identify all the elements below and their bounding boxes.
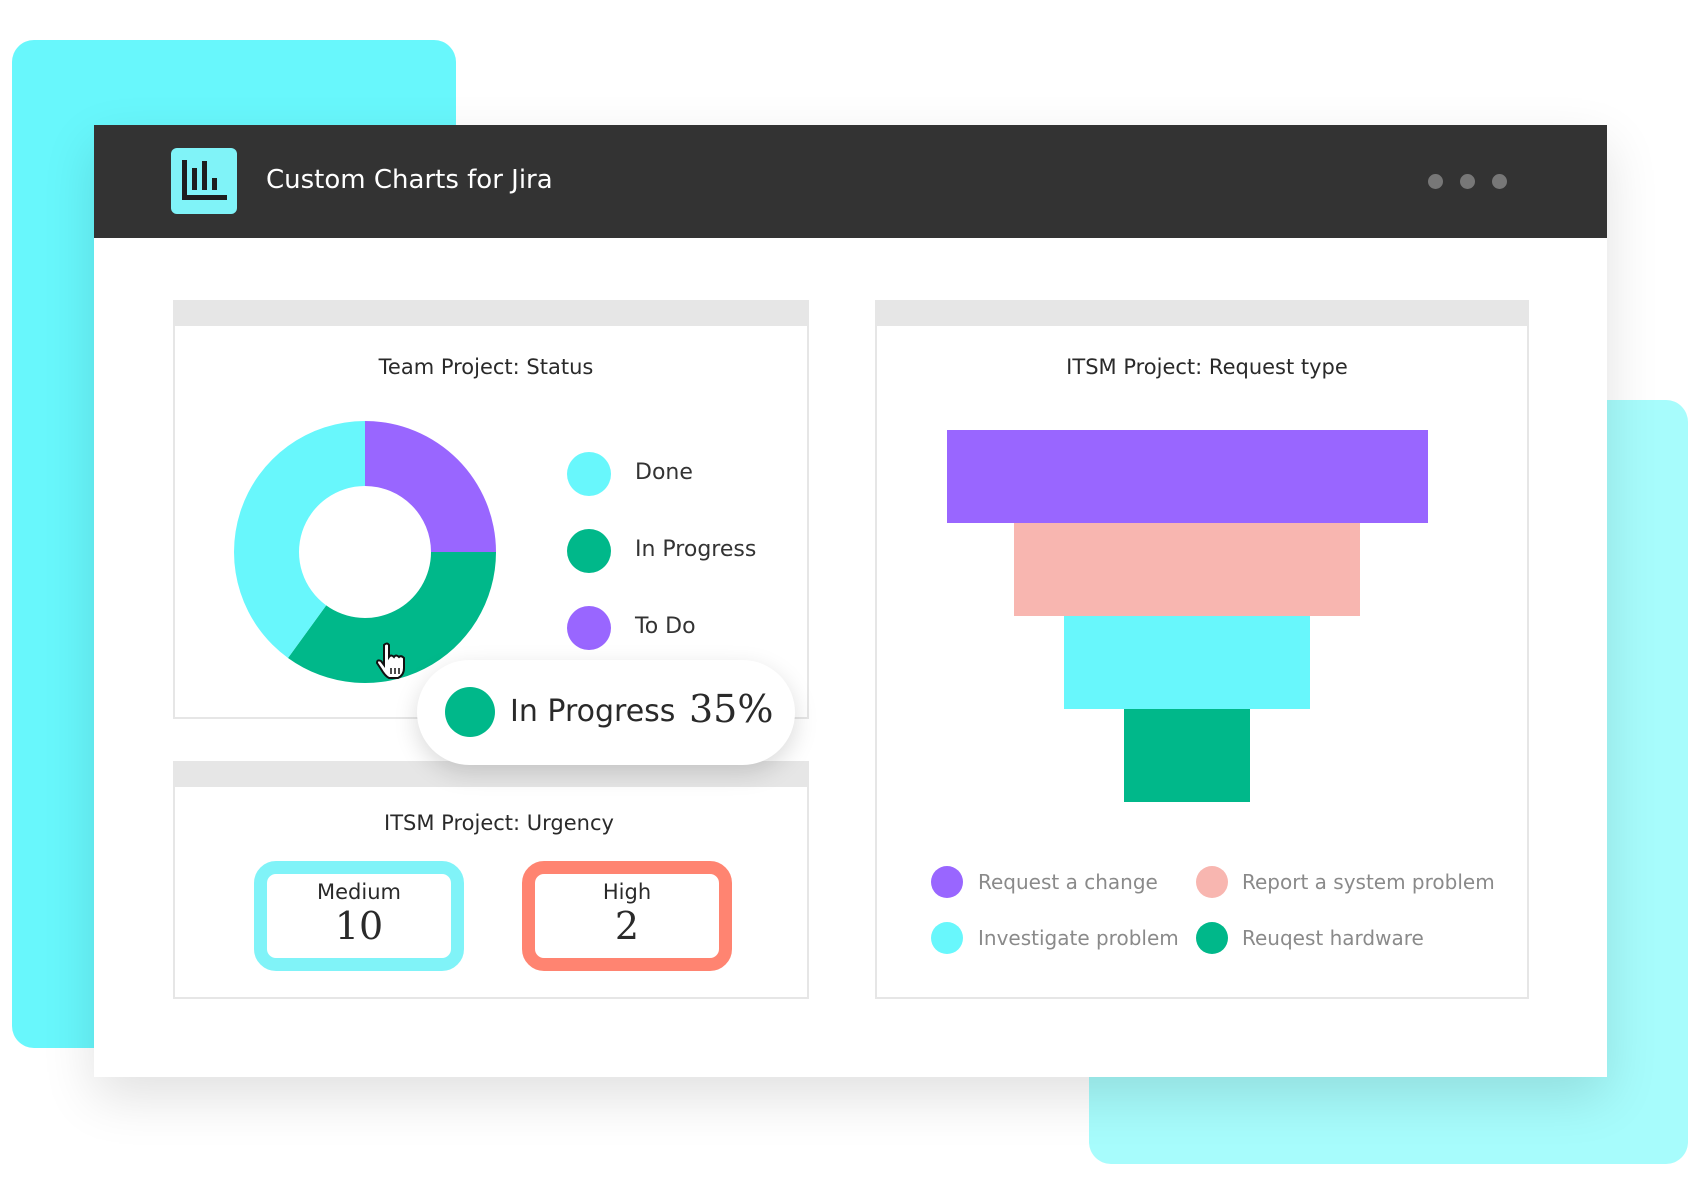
- legend-label-to-do: To Do: [635, 614, 696, 639]
- panel-title: ITSM Project: Request type: [1066, 355, 1348, 379]
- urgency-label: Medium: [317, 880, 401, 904]
- legend-dot-investigate-problem: [931, 922, 963, 954]
- more-dots-icon[interactable]: [1492, 174, 1507, 189]
- panel-header-band: [175, 763, 807, 787]
- funnel-bar-report-a-system-problem[interactable]: [1013, 523, 1361, 616]
- tooltip-dot: [445, 687, 495, 737]
- urgency-count: 10: [334, 904, 384, 948]
- panel-header-band: [877, 302, 1527, 326]
- tooltip-value: 35%: [689, 687, 774, 731]
- hand-cursor-icon: [376, 642, 405, 679]
- request-type-panel: ITSM Project: Request type Request a cha…: [875, 300, 1529, 999]
- app-title: Custom Charts for Jira: [266, 165, 553, 195]
- funnel-bar-request-a-change[interactable]: [946, 430, 1428, 523]
- donut-chart: [234, 421, 496, 683]
- more-dots-icon[interactable]: [1460, 174, 1475, 189]
- legend-dot-report-system-problem: [1196, 866, 1228, 898]
- legend-dot-request-hardware: [1196, 922, 1228, 954]
- legend-label-request-hardware: Reuqest hardware: [1242, 926, 1424, 950]
- chart-tooltip: In Progress 35%: [417, 660, 795, 765]
- legend-label-in-progress: In Progress: [635, 537, 757, 562]
- panel-header-band: [175, 302, 807, 326]
- urgency-card-high[interactable]: High 2: [522, 861, 732, 971]
- legend-dot-in-progress: [567, 529, 611, 573]
- status-panel: Team Project: Status Done In Progress To…: [173, 300, 809, 719]
- legend-dot-done: [567, 452, 611, 496]
- legend-label-done: Done: [635, 460, 693, 485]
- urgency-label: High: [602, 880, 652, 904]
- panel-title: ITSM Project: Urgency: [384, 811, 614, 835]
- funnel-bar-investigate-problem[interactable]: [1064, 616, 1310, 709]
- donut-slice-in-progress[interactable]: [288, 552, 496, 683]
- urgency-panel: ITSM Project: Urgency Medium 10 High 2: [173, 761, 809, 999]
- more-dots-icon[interactable]: [1428, 174, 1443, 189]
- legend-dot-request-a-change: [931, 866, 963, 898]
- panel-title: Team Project: Status: [378, 355, 594, 379]
- legend-label-investigate-problem: Investigate problem: [978, 926, 1179, 950]
- tooltip-label: In Progress: [510, 694, 676, 729]
- urgency-card-medium[interactable]: Medium 10: [254, 861, 464, 971]
- legend-label-request-a-change: Request a change: [978, 870, 1158, 894]
- bar-chart-icon: [171, 148, 237, 214]
- funnel-bar-reuqest-hardware[interactable]: [1124, 709, 1250, 802]
- app-header: Custom Charts for Jira: [94, 125, 1607, 238]
- urgency-count: 2: [614, 904, 640, 948]
- donut-slice-to-do[interactable]: [365, 421, 496, 552]
- legend-label-report-system-problem: Report a system problem: [1242, 870, 1495, 894]
- donut-slice-done[interactable]: [234, 421, 365, 658]
- legend-dot-to-do: [567, 606, 611, 650]
